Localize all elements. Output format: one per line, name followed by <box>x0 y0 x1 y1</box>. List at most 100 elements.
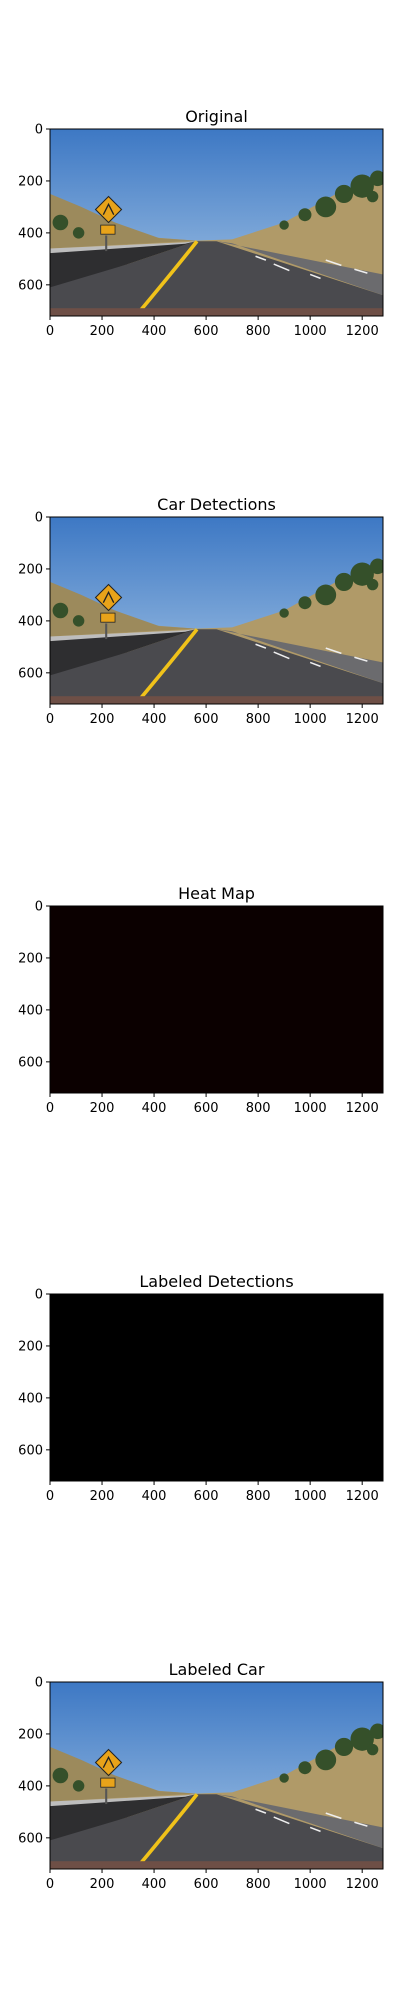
y-tick-label: 600 <box>18 278 43 293</box>
x-tick-label: 600 <box>194 1489 219 1504</box>
y-tick-label: 0 <box>35 900 43 915</box>
tree-2 <box>350 174 374 198</box>
x-tick-label: 400 <box>142 1489 167 1504</box>
tree-1 <box>334 572 354 592</box>
x-tick-label: 800 <box>246 1101 271 1116</box>
y-tick-label: 200 <box>18 1339 43 1354</box>
panel-title: Labeled Detections <box>139 1272 293 1291</box>
y-tick-label: 0 <box>35 1288 43 1303</box>
tree-left-1 <box>72 1780 85 1792</box>
left-hillside <box>50 193 196 249</box>
x-tick-label: 800 <box>246 1877 271 1892</box>
tree-left-0 <box>52 602 69 619</box>
x-tick-label: 1000 <box>294 1101 327 1116</box>
x-tick-label: 200 <box>90 324 115 339</box>
tree-left-1 <box>72 615 85 627</box>
lane-dash-1 <box>273 651 290 660</box>
lane-dash-0 <box>255 1808 267 1814</box>
sign-post <box>105 623 108 640</box>
x-tick-label: 0 <box>46 1101 54 1116</box>
sign-post <box>105 235 108 252</box>
y-tick-label: 400 <box>18 1779 43 1794</box>
lane-dash-4 <box>354 268 368 274</box>
x-tick-label: 1000 <box>294 1877 327 1892</box>
image-area <box>50 1294 383 1481</box>
axes-frame <box>49 905 384 1094</box>
barrier-top <box>50 1794 196 1807</box>
right-shoulder <box>216 629 383 684</box>
x-tick-label: 1000 <box>294 1489 327 1504</box>
image-area <box>50 517 383 704</box>
concrete-barrier <box>50 1794 196 1841</box>
road <box>50 1794 383 1869</box>
axes-frame <box>49 1681 384 1870</box>
lane-dash-4 <box>354 656 368 662</box>
lane-dash-1 <box>273 1816 290 1825</box>
lane-dash-3 <box>325 259 342 267</box>
x-tick-label: 400 <box>142 1877 167 1892</box>
barrier-top <box>50 629 196 642</box>
warning-sign-icon <box>94 583 123 612</box>
lane-dash-3 <box>325 647 342 655</box>
image-area <box>50 129 383 316</box>
x-tick-label: 0 <box>46 1489 54 1504</box>
x-tick-label: 1200 <box>346 712 379 727</box>
x-tick-label: 400 <box>142 1101 167 1116</box>
x-tick-label: 400 <box>142 324 167 339</box>
y-tick-label: 600 <box>18 1055 43 1070</box>
tree-3 <box>369 558 383 575</box>
tree-left-1 <box>72 227 85 239</box>
lane-dash-3 <box>325 1812 342 1820</box>
x-tick-label: 400 <box>142 712 167 727</box>
road-edge <box>50 1861 383 1869</box>
image-fill <box>50 1294 383 1481</box>
tree-6 <box>366 578 379 591</box>
y-tick-label: 0 <box>35 123 43 138</box>
tree-0 <box>315 1749 337 1771</box>
road-edge <box>50 308 383 316</box>
x-tick-label: 0 <box>46 1877 54 1892</box>
lane-dash-0 <box>255 643 267 649</box>
y-tick-label: 200 <box>18 562 43 577</box>
tree-3 <box>369 170 383 187</box>
x-tick-label: 200 <box>90 1489 115 1504</box>
tree-left-0 <box>52 214 69 231</box>
tree-0 <box>315 196 337 218</box>
panel-3: Heat Map 0 200 400 600 800 1000 1200 0 200 400 600 <box>18 884 384 1116</box>
sign-symbol <box>102 1755 115 1768</box>
y-tick-label: 400 <box>18 1391 43 1406</box>
tree-4 <box>298 208 312 222</box>
sign-plate <box>100 224 116 235</box>
image-fill <box>50 906 383 1093</box>
tree-4 <box>298 1761 312 1775</box>
left-hillside <box>50 1746 196 1802</box>
y-tick-label: 200 <box>18 951 43 966</box>
axes-frame <box>49 516 384 705</box>
panel-1: Original 0 200 400 600 800 1000 1200 0 200 400 600 <box>18 107 384 339</box>
panel-title: Car Detections <box>157 495 276 514</box>
tree-5 <box>279 608 289 618</box>
image-area <box>50 906 383 1093</box>
tree-5 <box>279 220 289 230</box>
x-tick-label: 0 <box>46 324 54 339</box>
road <box>50 241 383 316</box>
x-tick-label: 600 <box>194 324 219 339</box>
y-tick-label: 600 <box>18 666 43 681</box>
x-tick-label: 1200 <box>346 1877 379 1892</box>
tree-1 <box>334 1737 354 1757</box>
lane-dash-4 <box>354 1821 368 1827</box>
road <box>50 629 383 704</box>
x-tick-label: 600 <box>194 1101 219 1116</box>
panel-2: Car Detections 0 200 400 600 800 1000 1200 0 200 4… <box>18 495 384 727</box>
x-tick-label: 600 <box>194 1877 219 1892</box>
x-tick-label: 1200 <box>346 1489 379 1504</box>
sign-plate <box>100 612 116 623</box>
y-tick-label: 200 <box>18 1727 43 1742</box>
lane-dash-2 <box>309 273 321 280</box>
tree-5 <box>279 1773 289 1783</box>
tree-1 <box>334 184 354 204</box>
concrete-barrier <box>50 241 196 288</box>
y-tick-label: 400 <box>18 614 43 629</box>
x-tick-label: 600 <box>194 712 219 727</box>
